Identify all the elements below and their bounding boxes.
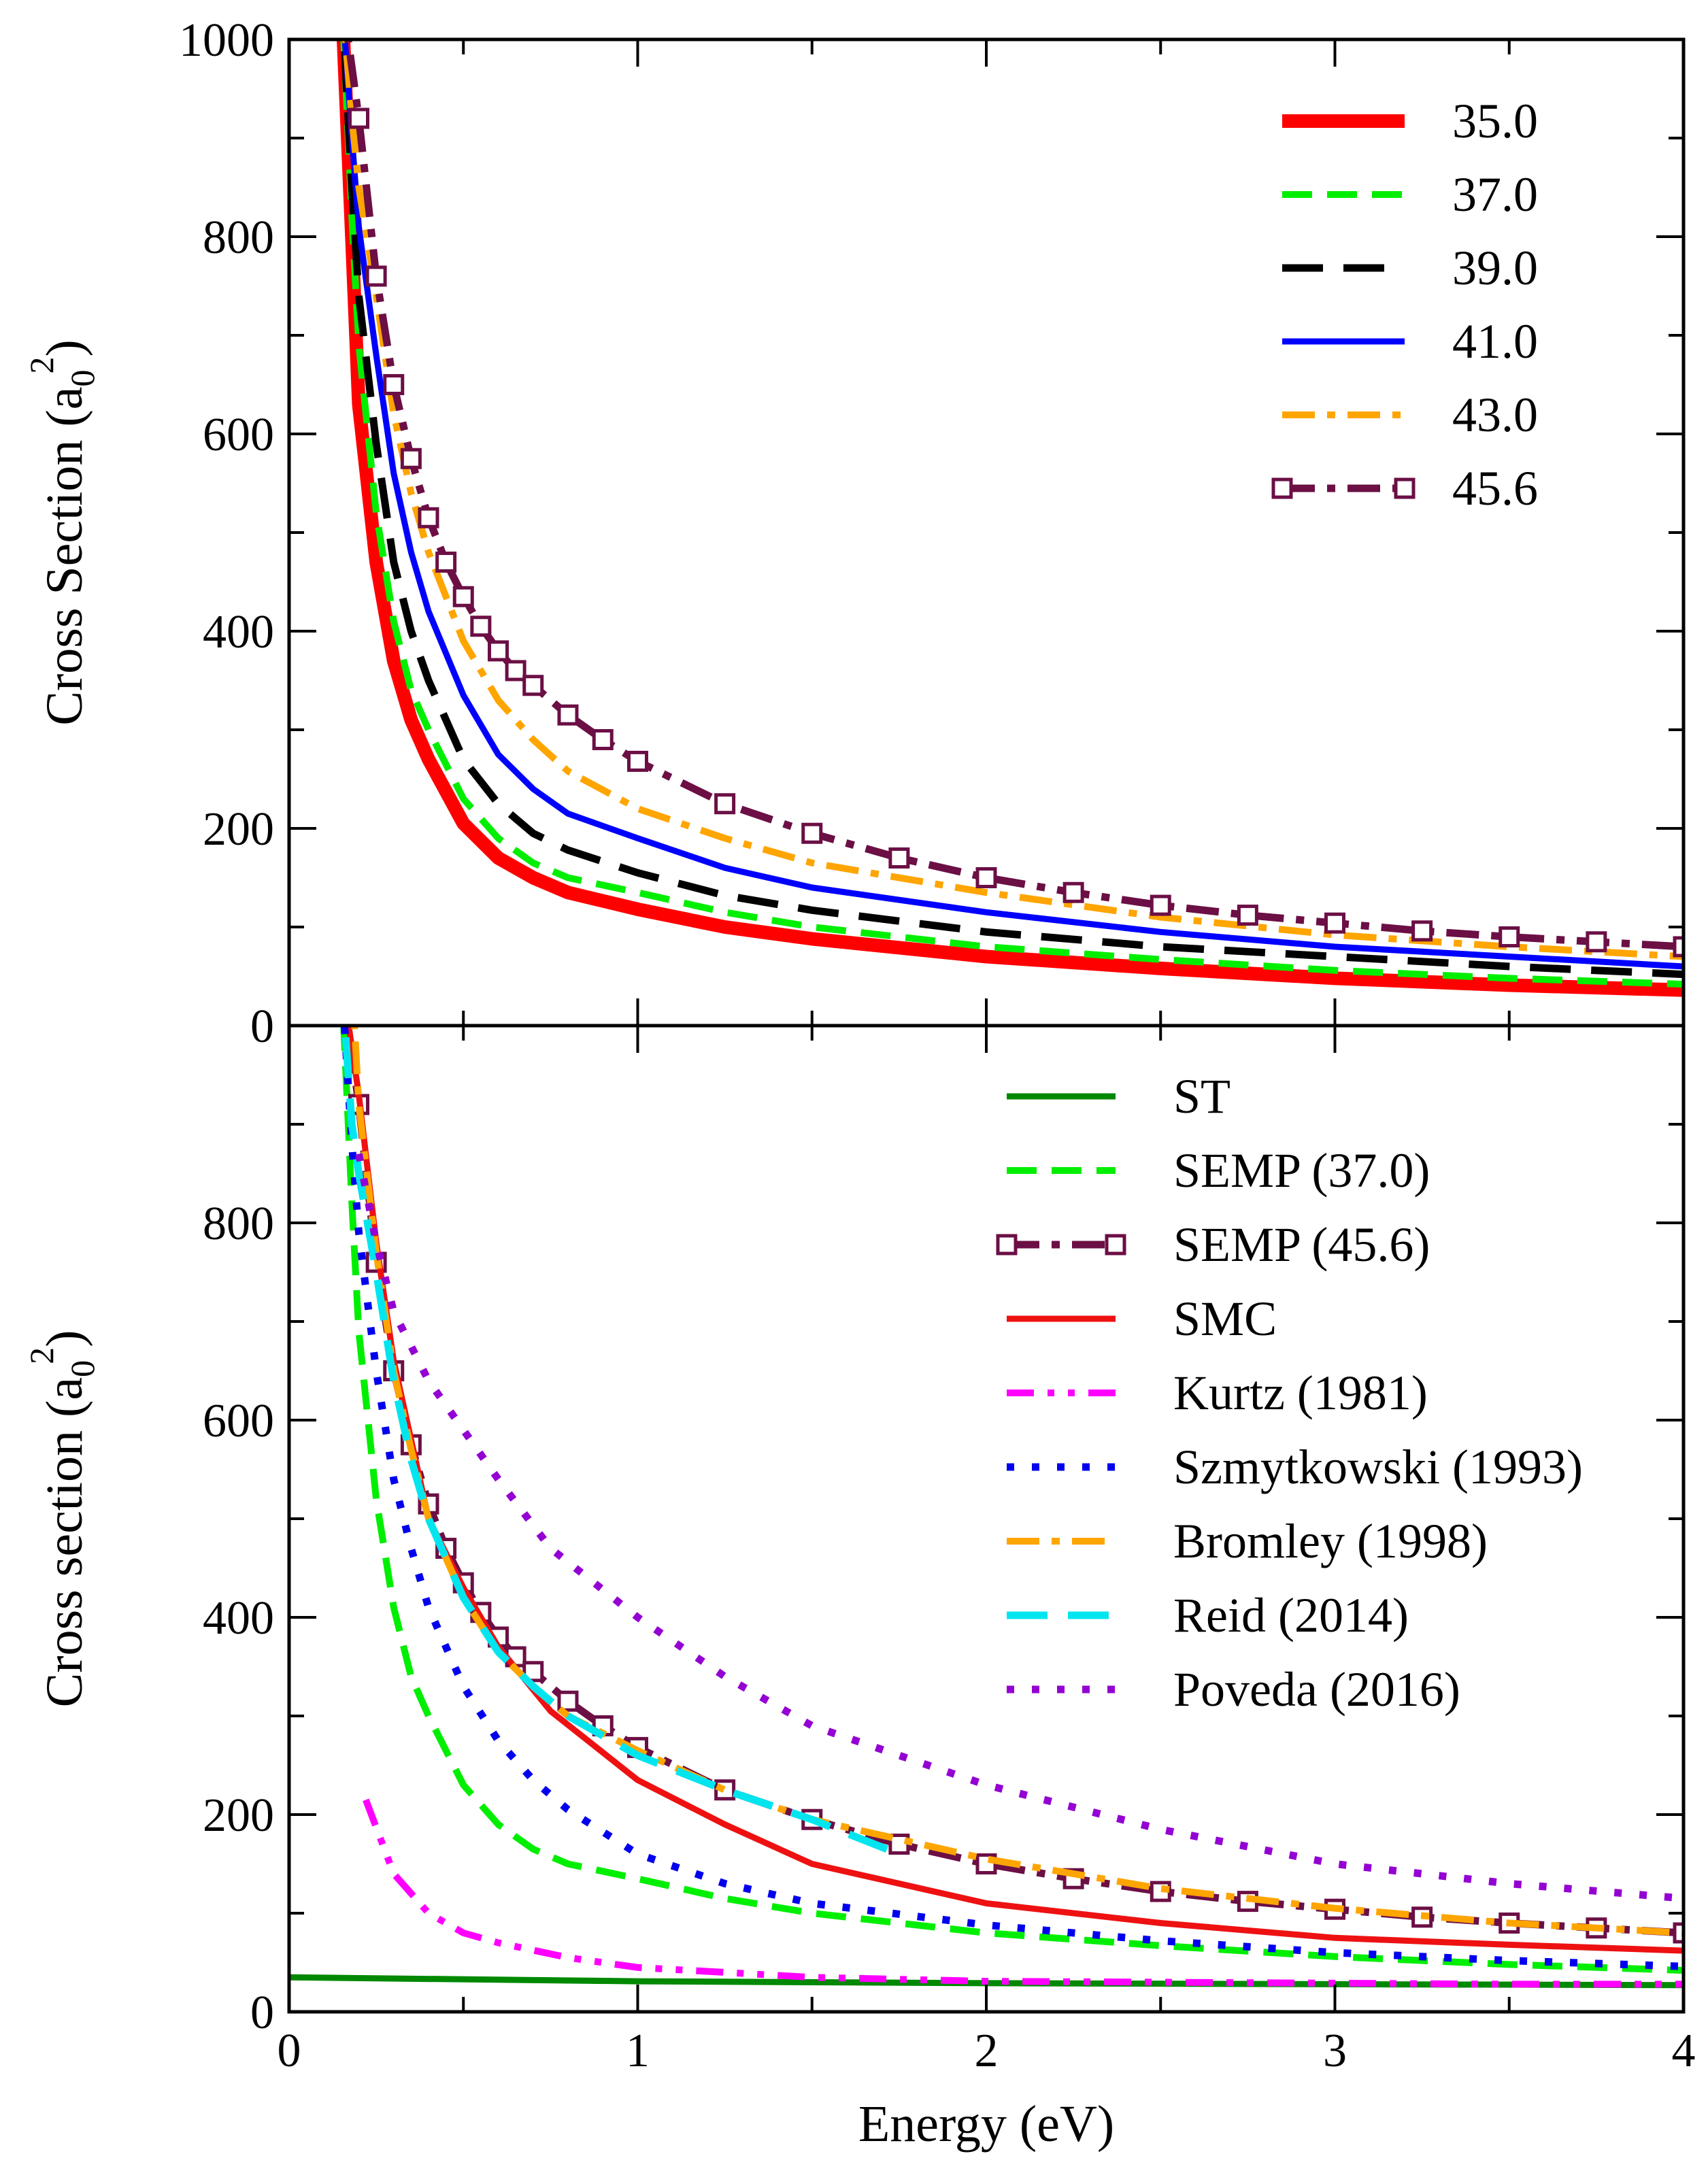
legend-item-smc: SMC	[1007, 1292, 1277, 1346]
legend-label: ST	[1173, 1069, 1230, 1124]
legend-item-semp-37-0: SEMP (37.0)	[1007, 1143, 1430, 1198]
legend-marker	[996, 1234, 1018, 1256]
x-tick-label: 3	[1323, 2025, 1347, 2077]
y-tick-label: 800	[203, 1198, 274, 1250]
data-point-45-6	[400, 448, 422, 469]
series-group	[336, 39, 1684, 997]
legend-label: SEMP (37.0)	[1173, 1143, 1430, 1198]
legend-label: Kurtz (1981)	[1173, 1366, 1428, 1420]
top-panel: 0 200 400 600 800 1000 Cross Section (a02) 35.0…	[22, 14, 1686, 1053]
data-point-45-6	[418, 507, 439, 528]
legend-item-reid-2014: Reid (2014)	[1007, 1588, 1409, 1643]
y-tick-label: 200	[203, 1789, 274, 1842]
series-line-39-0	[340, 39, 1684, 979]
series-line-semp-37-0	[340, 1026, 1684, 1974]
data-point-semp-45-6	[522, 1661, 544, 1683]
y-tick-label: 1000	[179, 14, 274, 67]
legend-label: SMC	[1173, 1292, 1277, 1346]
legend-label: Szmytkowski (1993)	[1173, 1440, 1583, 1494]
bottom-panel: 0 200 400 600 800 0 1 2 3 4 Energy (eV) Cross secti…	[22, 1024, 1696, 2153]
legend-item-szmytkowski-1993: Szmytkowski (1993)	[1007, 1440, 1583, 1494]
x-tick-label: 2	[975, 2025, 999, 2077]
legend-item-43-0: 43.0	[1282, 388, 1538, 442]
series-line-poveda-2016	[355, 1153, 1684, 1902]
y-tick-label: 0	[250, 1000, 274, 1053]
legend-item-st: ST	[1007, 1069, 1230, 1124]
data-point-45-6	[365, 265, 387, 287]
legend: 35.0 37.0 39.0 41.0 43.0 45.6	[1271, 94, 1538, 516]
legend-item-poveda-2016: Poveda (2016)	[1007, 1662, 1460, 1717]
data-point-semp-45-6	[1150, 1881, 1171, 1902]
legend-item-37-0: 37.0	[1282, 167, 1538, 222]
legend-marker	[1271, 477, 1293, 499]
legend-marker	[1394, 477, 1416, 499]
data-point-45-6	[1673, 936, 1684, 958]
data-point-45-6	[348, 107, 369, 129]
data-point-45-6	[1062, 881, 1084, 903]
series-line-reid-2014	[341, 1026, 901, 1858]
series-line-41-0	[341, 39, 1684, 970]
y-tick-label: 600	[203, 1395, 274, 1447]
series-line-35-0	[336, 39, 1684, 997]
data-point-semp-45-6	[888, 1834, 910, 1855]
legend-item-kurtz-1981: Kurtz (1981)	[1007, 1366, 1428, 1420]
legend-item-semp-45-6: SEMP (45.6)	[996, 1217, 1430, 1272]
data-point-45-6	[1324, 912, 1345, 934]
legend-label: 37.0	[1452, 167, 1538, 222]
y-axis-title: Cross section (a02)	[22, 1330, 101, 1708]
legend-marker	[1105, 1234, 1126, 1256]
y-tick-label: 0	[250, 1987, 274, 2039]
legend-label: Bromley (1998)	[1173, 1514, 1488, 1568]
data-point-45-6	[452, 586, 474, 607]
data-point-45-6	[470, 616, 492, 637]
x-tick-label: 1	[626, 2025, 650, 2077]
legend-label: 35.0	[1452, 94, 1538, 148]
y-tick-label: 200	[203, 803, 274, 856]
data-point-45-6	[522, 675, 544, 696]
legend-label: 41.0	[1452, 314, 1538, 369]
data-point-45-6	[383, 374, 405, 395]
y-tick-label: 400	[203, 1592, 274, 1645]
x-tick-label: 4	[1672, 2025, 1696, 2077]
legend-item-41-0: 41.0	[1282, 314, 1538, 369]
data-point-45-6	[488, 640, 509, 662]
legend-label: Reid (2014)	[1173, 1588, 1409, 1643]
series-group	[289, 1026, 1684, 1989]
y-tick-label: 800	[203, 212, 274, 264]
legend-label: Poveda (2016)	[1173, 1662, 1460, 1717]
legend-label: 39.0	[1452, 241, 1538, 295]
legend-item-45-6: 45.6	[1271, 461, 1538, 516]
y-tick-label: 600	[203, 409, 274, 461]
series-line-kurtz-1981	[363, 1798, 1684, 1988]
legend-label: SEMP (45.6)	[1173, 1217, 1430, 1272]
data-point-45-6	[592, 729, 614, 750]
legend-label: 43.0	[1452, 388, 1538, 442]
data-point-45-6	[801, 822, 823, 844]
data-point-semp-45-6	[1673, 1922, 1684, 1944]
legend-item-39-0: 39.0	[1282, 241, 1538, 295]
x-tick-label: 0	[278, 2025, 301, 2077]
data-point-45-6	[714, 793, 736, 815]
x-axis-title: Energy (eV)	[858, 2095, 1114, 2153]
y-axis-title: Cross Section (a02)	[22, 339, 101, 725]
data-point-45-6	[975, 867, 997, 888]
data-point-45-6	[1411, 920, 1433, 942]
data-point-45-6	[627, 750, 648, 772]
series-line-37-0	[340, 39, 1684, 988]
data-point-45-6	[435, 552, 457, 573]
legend-item-bromley-1998: Bromley (1998)	[1007, 1514, 1488, 1568]
data-point-45-6	[1150, 894, 1171, 916]
data-point-45-6	[557, 704, 579, 726]
data-point-45-6	[888, 847, 910, 869]
data-point-45-6	[505, 660, 526, 681]
data-point-45-6	[1586, 931, 1607, 953]
data-point-45-6	[1237, 905, 1258, 926]
legend-label: 45.6	[1452, 461, 1538, 516]
data-point-45-6	[1498, 926, 1520, 947]
legend: ST SEMP (37.0) SEMP (45.6) SMC Kurtz (1981) S…	[996, 1069, 1583, 1717]
y-tick-label: 400	[203, 606, 274, 658]
legend-item-35-0: 35.0	[1282, 94, 1538, 148]
